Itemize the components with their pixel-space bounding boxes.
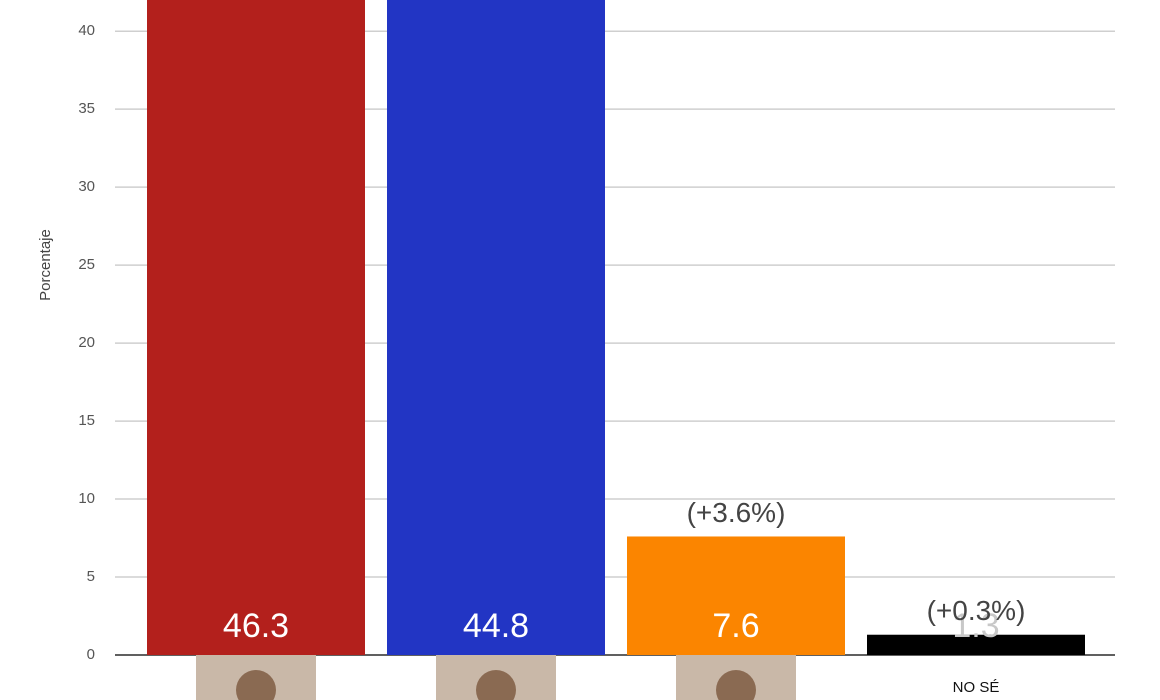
candidate-face — [716, 670, 756, 700]
annotation: (+3.6%) — [687, 497, 786, 528]
value-label: 7.6 — [712, 607, 759, 645]
bar — [147, 0, 365, 655]
y-tick-label: 35 — [78, 100, 95, 117]
value-label: 1.3 — [952, 607, 999, 645]
y-tick-label: 40 — [78, 22, 95, 39]
candidate-face — [476, 670, 516, 700]
y-tick-label: 5 — [87, 568, 95, 585]
y-tick-label: 0 — [87, 646, 95, 663]
bar — [867, 634, 1085, 655]
y-tick-label: 20 — [78, 334, 95, 351]
value-label: 44.8 — [463, 607, 529, 645]
bar — [387, 0, 605, 656]
x-tick-label: NO SÉ — [953, 679, 1000, 696]
annotation: (+0.3%) — [927, 595, 1026, 626]
y-axis-label: Porcentaje — [37, 229, 54, 301]
y-tick-label: 25 — [78, 256, 95, 273]
candidate-face — [236, 670, 276, 700]
y-tick-label: 15 — [78, 412, 95, 429]
bar — [627, 536, 845, 655]
value-label: 46.3 — [223, 607, 289, 645]
y-tick-label: 10 — [78, 490, 95, 507]
y-tick-label: 30 — [78, 178, 95, 195]
